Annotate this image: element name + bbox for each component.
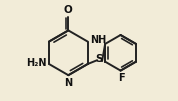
Text: F: F bbox=[118, 73, 124, 83]
Text: O: O bbox=[64, 5, 73, 15]
Text: NH: NH bbox=[90, 35, 106, 45]
Text: N: N bbox=[64, 78, 72, 88]
Text: S: S bbox=[95, 54, 103, 64]
Text: H₂N: H₂N bbox=[26, 58, 47, 68]
